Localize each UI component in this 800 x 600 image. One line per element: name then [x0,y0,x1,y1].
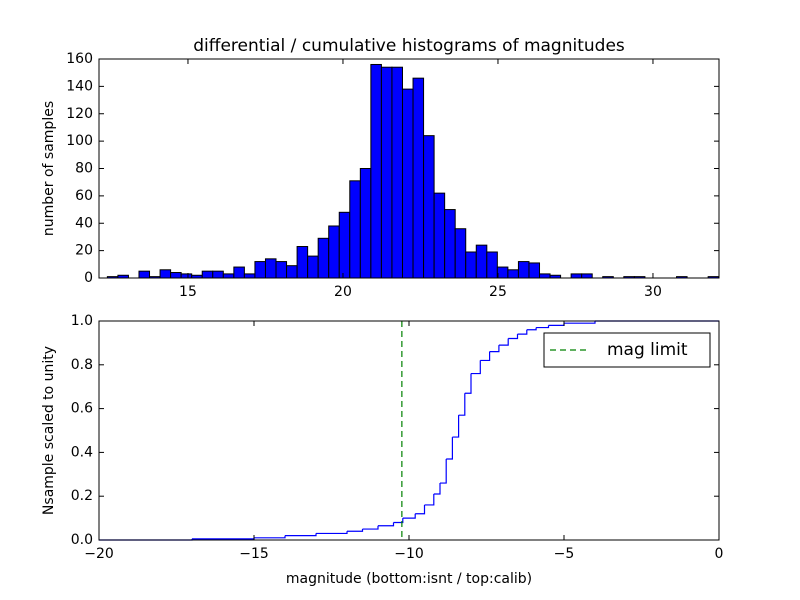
bar [264,258,277,279]
bar [254,261,266,279]
y-tick-label: 0 [84,270,93,286]
x-tick-label: −15 [239,546,269,562]
y-tick-label: 0.8 [71,357,93,373]
bar [233,266,245,279]
bar [222,273,235,279]
bar [423,135,435,279]
bar [317,237,330,279]
y-tick-label: 0.6 [71,401,93,417]
step-line [393,518,404,524]
y-tick-label: 40 [75,215,93,231]
legend-label: mag limit [607,340,688,360]
bar [212,270,224,279]
bar [286,265,298,279]
bar [475,244,488,279]
step-line [489,345,500,353]
step-line [378,522,395,527]
bar [138,270,151,279]
step-line [440,458,447,484]
y-tick-label: 1.0 [71,313,93,329]
step-line [433,483,441,495]
y-tick-label: 100 [66,133,93,149]
bar [507,269,519,279]
bar [359,168,372,279]
step-line [526,327,537,331]
step-line [458,393,466,416]
bar [539,273,551,279]
bar [370,63,382,279]
bar [391,66,403,279]
step-line [402,513,416,519]
bar [401,88,414,279]
step-line [536,325,550,329]
bar [159,269,172,279]
x-tick-label: 15 [179,284,197,300]
y-tick-label: 20 [75,243,93,259]
step-line [480,351,491,362]
step-line [452,415,460,438]
bar [581,273,593,279]
x-axis-label: magnitude (bottom:isnt / top:calib) [286,571,532,587]
step-line [192,537,255,540]
y-axis-label: Nsample scaled to unity [41,346,57,515]
x-tick-label: −10 [394,546,424,562]
y-tick-label: 0.2 [71,488,93,504]
y-tick-label: 120 [66,106,93,122]
bar [243,273,256,279]
bar [517,261,530,279]
y-tick-label: 80 [75,161,93,177]
step-line [471,360,481,375]
step-line [517,329,528,335]
y-tick-label: 60 [75,188,93,204]
y-axis-label: number of samples [41,101,57,236]
y-tick-label: 0.4 [71,444,93,460]
bar [328,225,340,279]
bar [412,77,425,279]
bar [338,211,351,279]
y-tick-label: 0.0 [71,532,93,548]
step-line [362,525,379,530]
step-line [415,504,426,515]
x-tick-label: 20 [334,284,352,300]
x-tick-label: −5 [554,546,575,562]
step-line [564,321,596,324]
bar [496,266,509,279]
step-line [316,531,348,535]
step-line [498,338,509,346]
step-line [548,323,565,326]
bar [180,273,193,279]
step-line [347,529,364,532]
x-tick-label: −20 [84,546,114,562]
bar [433,192,446,279]
step-line [285,533,317,537]
bar [307,255,319,279]
bar [170,272,182,279]
x-tick-label: 25 [489,284,507,300]
step-line [254,535,286,539]
x-tick-label: 0 [715,546,724,562]
y-tick-label: 160 [66,51,93,67]
bar [486,251,498,279]
step-line [464,373,472,394]
bar [296,246,309,279]
bar [528,262,541,279]
bar [275,261,288,279]
bar [465,251,477,279]
bar [454,228,467,279]
step-line [446,437,453,460]
chart-title: differential / cumulative histograms of … [193,36,625,56]
bar [570,273,583,279]
bar [380,66,393,279]
x-tick-label: 30 [644,284,662,300]
step-line [508,334,519,340]
bar [201,270,214,279]
y-tick-label: 140 [66,78,93,94]
bar [349,180,361,279]
bar [444,209,456,279]
step-line [424,494,435,506]
